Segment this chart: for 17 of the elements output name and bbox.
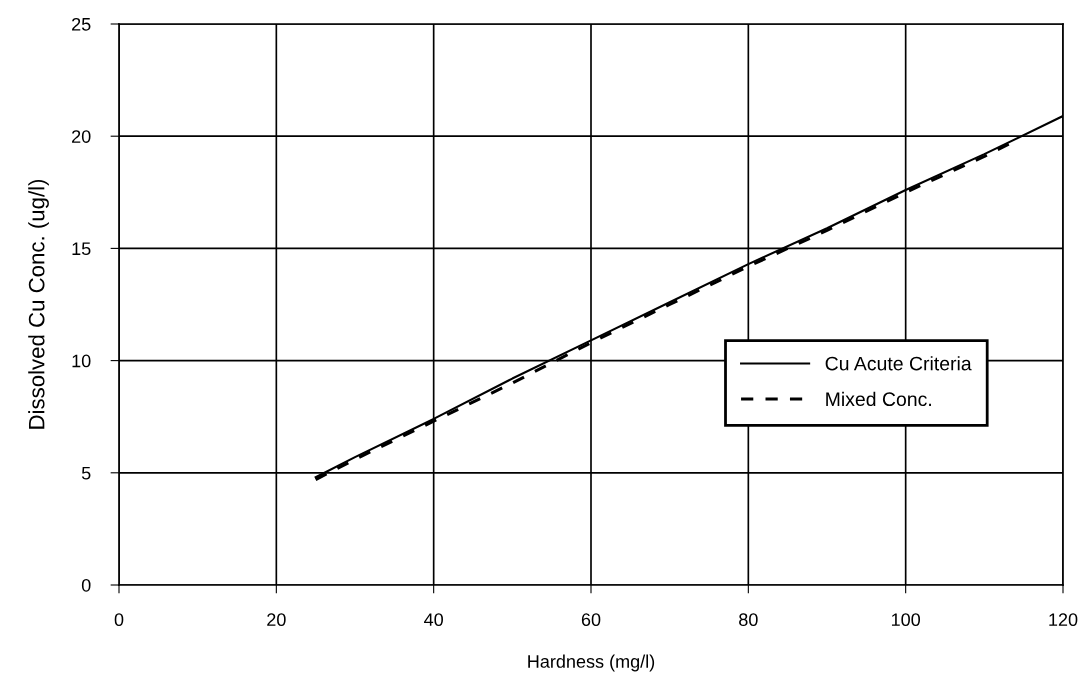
y-tick-label: 5	[81, 466, 91, 480]
y-tick-label: 25	[72, 17, 91, 31]
x-tick-label: 120	[1049, 613, 1078, 627]
y-tick-label: 10	[72, 354, 91, 368]
x-tick-label: 20	[267, 613, 286, 627]
x-tick-label: 80	[739, 613, 758, 627]
x-tick-label: 40	[424, 613, 443, 627]
legend-label: Cu Acute Criteria	[825, 356, 972, 371]
x-tick-label: 100	[891, 613, 921, 627]
y-tick-label: 15	[72, 242, 91, 256]
y-axis-title: Dissolved Cu Conc. (ug/l)	[28, 179, 49, 429]
legend-label: Mixed Conc.	[826, 391, 931, 407]
x-tick-label: 0	[114, 613, 124, 627]
x-axis-title: Hardness (mg/l)	[528, 654, 655, 672]
x-tick-label: 60	[581, 613, 601, 627]
y-tick-label: 0	[81, 578, 91, 592]
y-tick-label: 20	[72, 130, 91, 143]
